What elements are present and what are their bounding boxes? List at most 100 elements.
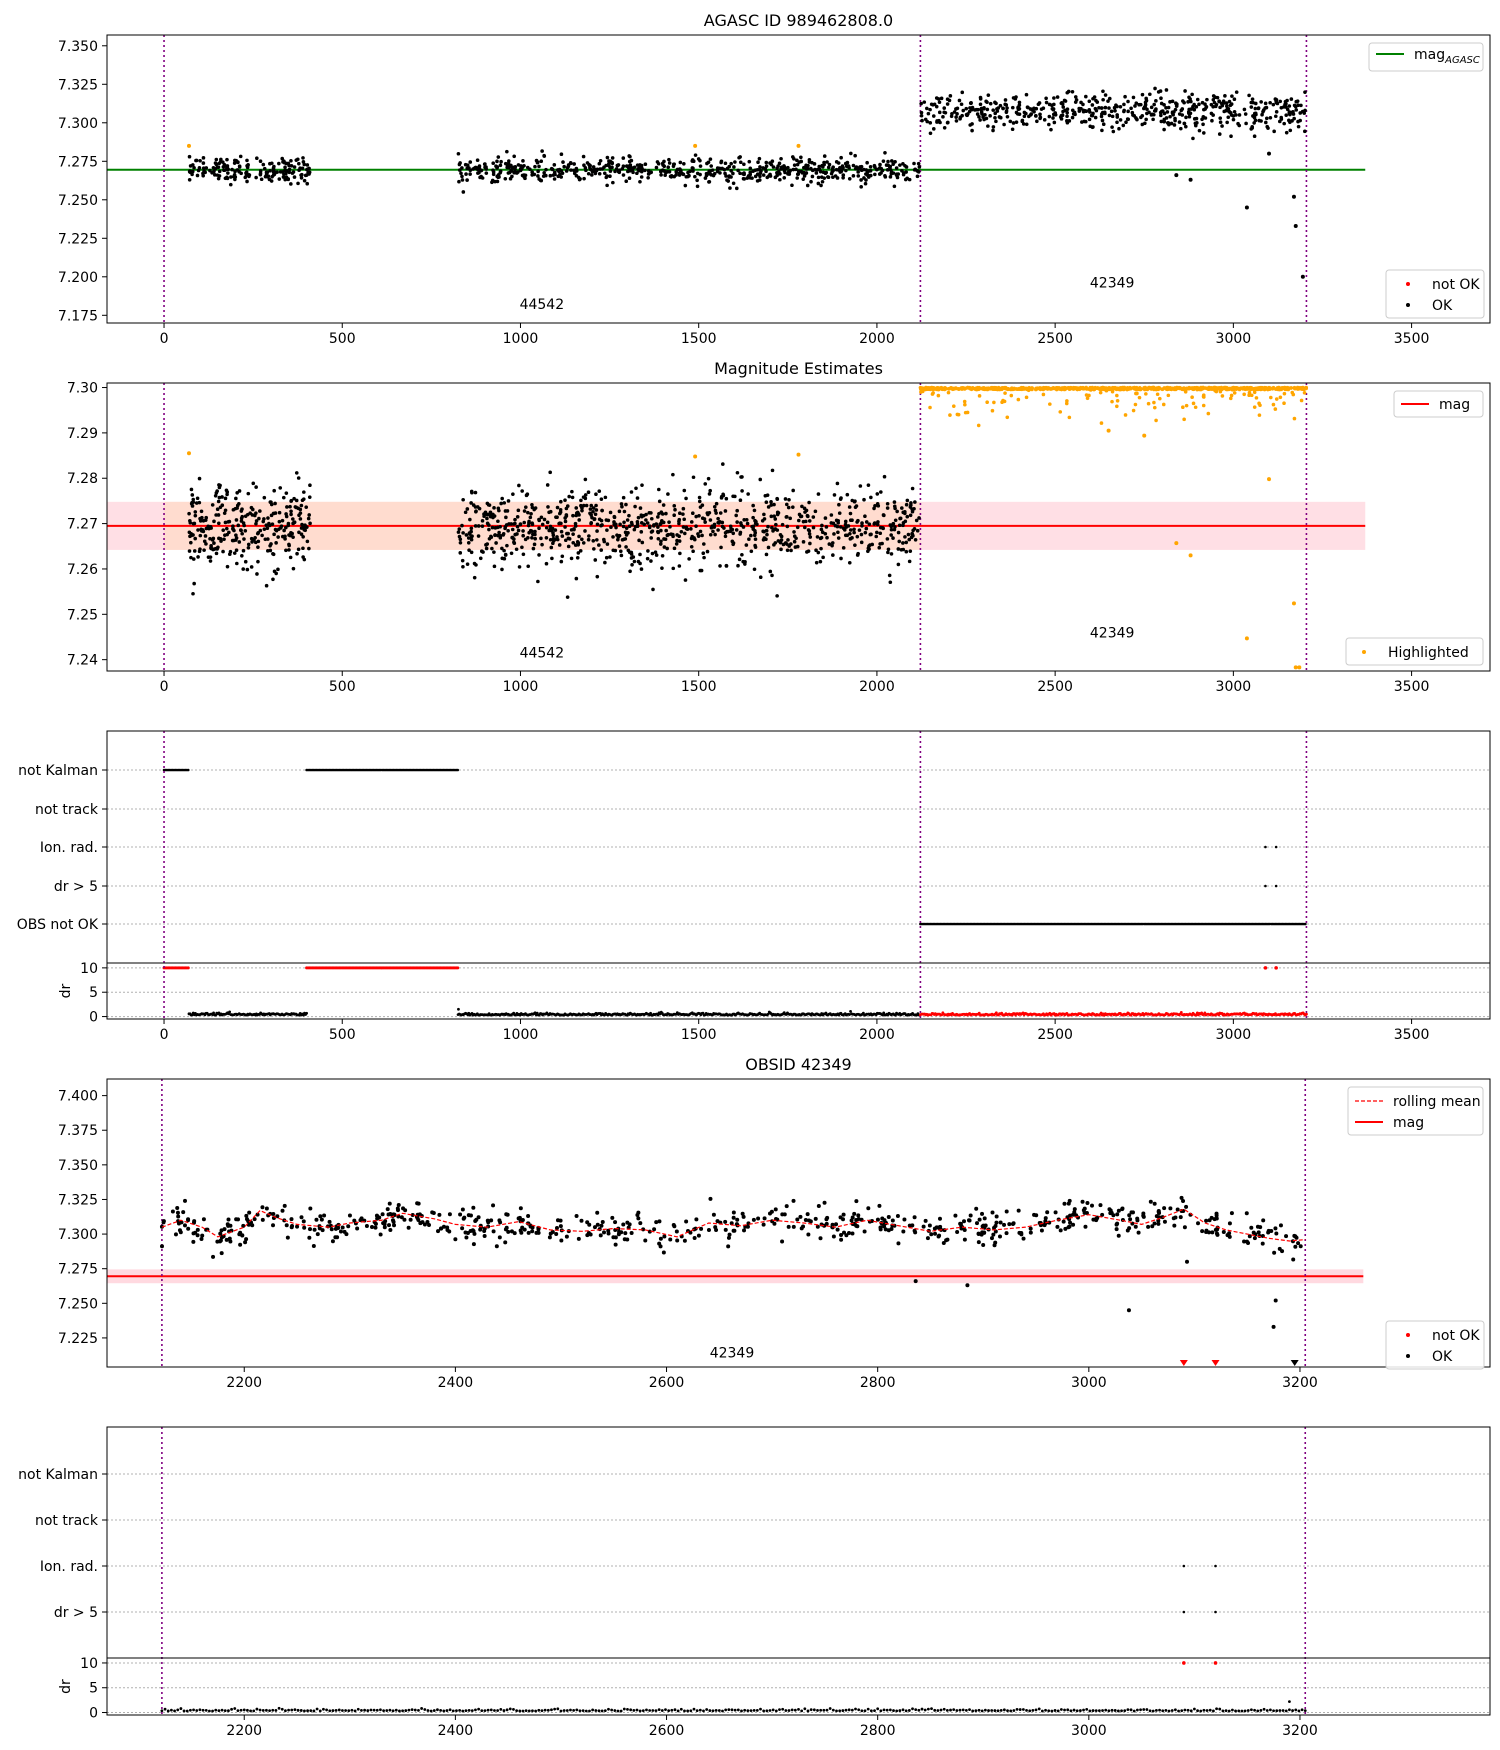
ok-point <box>297 161 301 166</box>
ok-point <box>191 521 196 526</box>
ok-point <box>678 160 683 165</box>
highlight-point <box>1289 386 1294 390</box>
ok-point <box>709 173 714 177</box>
ok-point <box>866 173 871 178</box>
ok-point <box>961 108 966 113</box>
ok-point <box>865 170 870 174</box>
ok-point <box>659 169 663 174</box>
ok-point <box>1124 120 1128 125</box>
ok-point <box>463 162 468 167</box>
ok-point <box>307 546 311 551</box>
highlight-point <box>1247 393 1251 397</box>
ok-point <box>224 526 229 531</box>
ok-point <box>608 555 612 559</box>
flag-point <box>1274 845 1278 849</box>
ok-point <box>932 102 937 107</box>
ok-point <box>194 158 199 163</box>
ok-point <box>814 548 818 553</box>
ok-point <box>239 516 244 521</box>
ok-point <box>912 168 917 172</box>
ok-point <box>841 173 846 177</box>
ok-point <box>289 531 293 535</box>
ok-point <box>518 522 523 526</box>
ok-point <box>769 162 774 167</box>
ok-point <box>460 166 464 170</box>
ok-point <box>512 522 516 526</box>
ok-point <box>1259 119 1263 123</box>
ok-point <box>611 548 616 553</box>
ok-point <box>578 177 582 181</box>
ok-point <box>658 542 663 546</box>
ok-point <box>826 175 831 180</box>
ok-point <box>532 172 537 177</box>
y-tick-label: 7.24 <box>67 653 98 669</box>
ok-point <box>286 523 291 528</box>
highlight-point <box>1193 405 1198 410</box>
ok-point <box>228 549 233 554</box>
y-tick-label: 7.25 <box>67 607 98 623</box>
ok-point <box>193 513 198 518</box>
ok-point <box>799 155 803 160</box>
ok-point <box>197 549 202 554</box>
ok-point <box>254 521 258 526</box>
ok-point <box>886 547 891 552</box>
ok-point <box>724 563 729 568</box>
ok-point <box>1038 116 1042 121</box>
ok-point <box>262 495 267 500</box>
ok-point <box>533 529 537 534</box>
ok-point <box>1201 122 1205 127</box>
ok-point <box>247 173 252 177</box>
ok-point <box>832 493 837 497</box>
ok-point <box>1215 95 1220 100</box>
ok-point <box>753 518 757 523</box>
highlight-point <box>1228 396 1233 401</box>
ok-point <box>628 154 632 159</box>
ok-point <box>910 486 915 491</box>
ok-point <box>750 524 754 529</box>
ok-point <box>656 536 661 541</box>
ok-point <box>848 511 853 516</box>
ok-point <box>934 96 939 100</box>
ok-point <box>755 179 760 183</box>
ok-point <box>196 168 201 173</box>
highlight-point <box>1065 399 1069 403</box>
highlight-point <box>1047 386 1051 391</box>
legend-box <box>1393 390 1484 418</box>
ok-point <box>942 106 947 110</box>
ok-point <box>1226 106 1231 111</box>
ok-point <box>492 550 496 554</box>
ok-point <box>288 504 292 509</box>
ok-point <box>709 164 714 168</box>
ok-point <box>942 126 947 130</box>
ok-point <box>1267 151 1272 156</box>
ok-point <box>589 513 593 517</box>
ok-point <box>814 560 819 565</box>
highlight-point <box>1016 397 1021 402</box>
ok-point <box>783 497 788 501</box>
ok-point <box>624 179 629 184</box>
ok-point <box>861 167 866 172</box>
ok-point <box>928 121 933 125</box>
ok-point <box>1047 122 1051 127</box>
ok-point <box>748 166 753 171</box>
ok-point <box>266 516 270 520</box>
highlight-point <box>1088 388 1093 392</box>
ok-point <box>639 175 644 179</box>
ok-point <box>737 557 742 562</box>
ok-point <box>487 503 492 507</box>
legend-label-ok: OK <box>1432 298 1453 314</box>
flag-point <box>1264 845 1267 849</box>
ok-point <box>240 531 244 536</box>
ok-point <box>822 162 826 167</box>
ok-point <box>623 530 628 535</box>
highlight-point <box>1219 386 1223 390</box>
ok-point <box>838 525 843 529</box>
highlight-point <box>1269 395 1273 400</box>
ok-point <box>214 513 218 517</box>
ok-point <box>816 492 821 496</box>
ok-point <box>889 171 894 176</box>
ok-point <box>537 518 542 523</box>
ok-point <box>485 516 489 521</box>
ok-point <box>473 524 478 528</box>
ok-point <box>907 559 912 564</box>
